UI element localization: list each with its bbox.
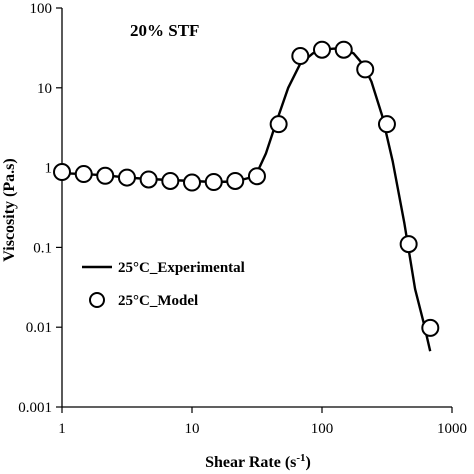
model-data-point [399,235,418,254]
model-data-point [53,163,71,182]
model-data-point [96,166,115,185]
x-tick-label: 10 [185,421,200,437]
x-axis-title: Shear Rate (s-1) [205,452,311,471]
legend: 25°C_Experimental 25°C_Model [82,260,245,309]
model-data-point [247,167,266,186]
y-tick-label: 0.01 [26,320,52,336]
legend-label-model: 25°C_Model [118,293,198,309]
model-data-point [74,165,93,184]
chart-title: 20% STF [130,21,199,40]
model-data-point [421,318,440,337]
y-tick-label: 10 [37,81,52,97]
model-data-point [226,171,245,190]
y-tick-label: 0.1 [33,240,52,256]
model-data-point [269,115,288,134]
y-tick-label: 1 [45,161,53,177]
experimental-line [61,47,432,352]
model-data-point [161,171,180,190]
model-data-point [313,40,331,59]
model-data-point [334,40,353,59]
y-axis-title: Viscosity (Pa.s) [1,158,18,261]
model-data-point [204,173,223,192]
legend-marker-swatch [89,292,105,308]
x-tick-label: 100 [311,421,334,437]
x-tick-label: 1000 [437,421,467,437]
model-series [53,40,440,337]
y-axis-ticks: 0.001 0.01 0.1 1 10 100 [18,1,62,416]
model-data-point [139,170,158,189]
model-data-point [117,168,136,187]
legend-label-experimental: 25°C_Experimental [118,260,245,276]
x-axis-ticks: 1 10 100 1000 [58,407,467,437]
y-tick-label: 0.001 [18,400,52,416]
x-tick-label: 1 [58,421,66,437]
experimental-series [61,47,432,352]
plot-axes [61,8,452,408]
model-data-point [291,47,310,66]
model-data-point [377,115,396,134]
model-data-point [356,60,375,79]
y-tick-label: 100 [30,1,53,17]
model-data-point [183,173,201,192]
